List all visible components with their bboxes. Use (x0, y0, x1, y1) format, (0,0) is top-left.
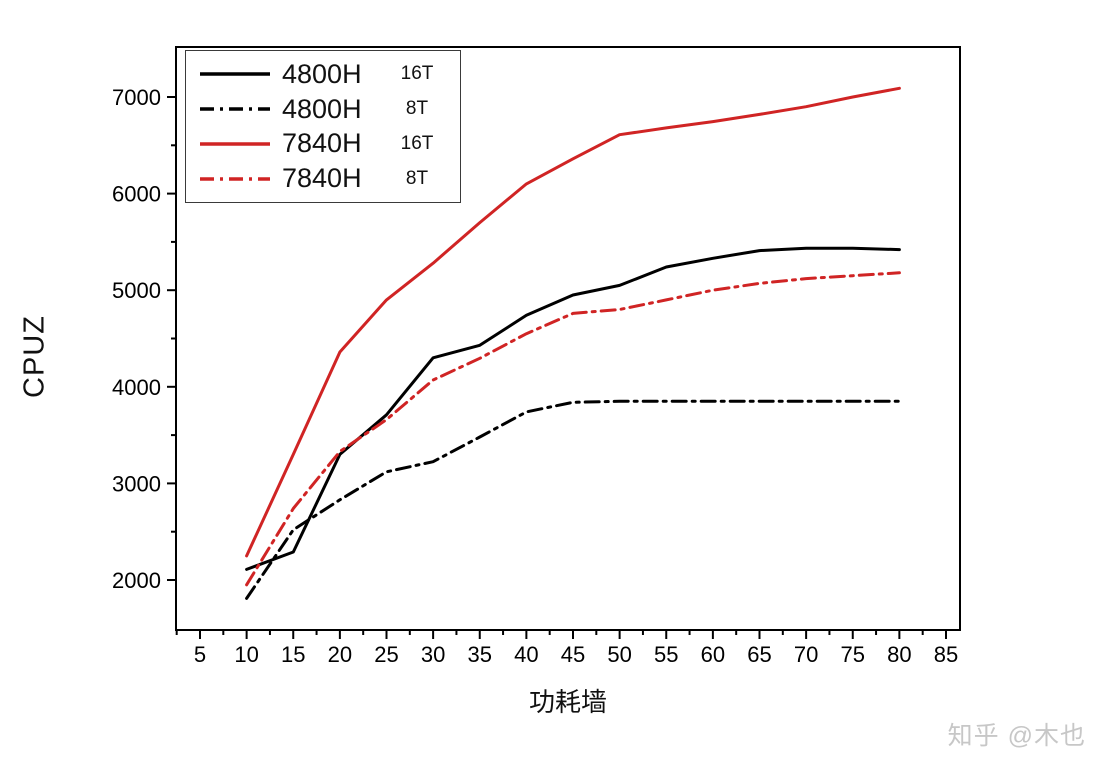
curve-7840h-8t (245, 271, 901, 587)
legend-line-sample (200, 107, 270, 111)
legend-series-name: 4800H (282, 93, 362, 124)
watermark: 知乎 @木也 (947, 722, 1086, 750)
x-tick-label: 25 (374, 642, 398, 667)
y-tick-label: 6000 (112, 182, 161, 207)
legend-item-7840h-16t: 7840H 16T (199, 128, 460, 160)
chart-legend: 4800H 16T 4800H 8T 7840H 16T 7840H 8T (185, 50, 461, 203)
legend-line-sample (200, 72, 270, 77)
x-tick-label: 35 (468, 642, 492, 667)
y-tick-label: 4000 (112, 375, 161, 400)
x-tick-label: 85 (934, 642, 958, 667)
legend-thread-label: 8T (405, 167, 429, 189)
legend-thread-label: 16T (400, 63, 434, 85)
legend-thread-label: 16T (400, 132, 434, 154)
y-tick-label: 7000 (112, 85, 161, 110)
legend-series-name: 4800H (282, 58, 362, 89)
y-tick-label: 2000 (112, 568, 161, 593)
y-tick-label: 5000 (112, 278, 161, 303)
x-tick-label: 55 (654, 642, 678, 667)
x-tick-label: 65 (747, 642, 771, 667)
x-tick-label: 15 (281, 642, 305, 667)
x-tick-label: 45 (561, 642, 585, 667)
y-axis-title: CPUZ (18, 315, 51, 398)
x-tick-label: 30 (421, 642, 445, 667)
x-tick-label: 80 (887, 642, 911, 667)
curve-7840h-16t (245, 86, 901, 558)
x-tick-label: 75 (841, 642, 865, 667)
x-tick-label: 5 (194, 642, 206, 667)
x-tick-label: 60 (701, 642, 725, 667)
legend-series-name: 7840H (282, 128, 362, 159)
legend-item-7840h-8t: 7840H 8T (199, 163, 460, 195)
x-tick-label: 50 (607, 642, 631, 667)
y-tick-label: 3000 (112, 471, 161, 496)
legend-line-sample (200, 142, 270, 146)
x-tick-label: 70 (794, 642, 818, 667)
curve-4800h-8t (245, 399, 901, 600)
legend-thread-label: 8T (405, 98, 429, 120)
legend-line-sample (200, 176, 270, 181)
x-tick-label: 20 (328, 642, 352, 667)
curve-4800h-16t (245, 246, 901, 571)
x-tick-label: 10 (234, 642, 258, 667)
legend-series-name: 7840H (282, 163, 362, 194)
x-axis-title: 功耗墙 (528, 687, 607, 717)
x-tick-label: 40 (514, 642, 538, 667)
legend-item-4800h-8t: 4800H 8T (199, 93, 460, 125)
legend-item-4800h-16t: 4800H 16T (199, 58, 460, 90)
